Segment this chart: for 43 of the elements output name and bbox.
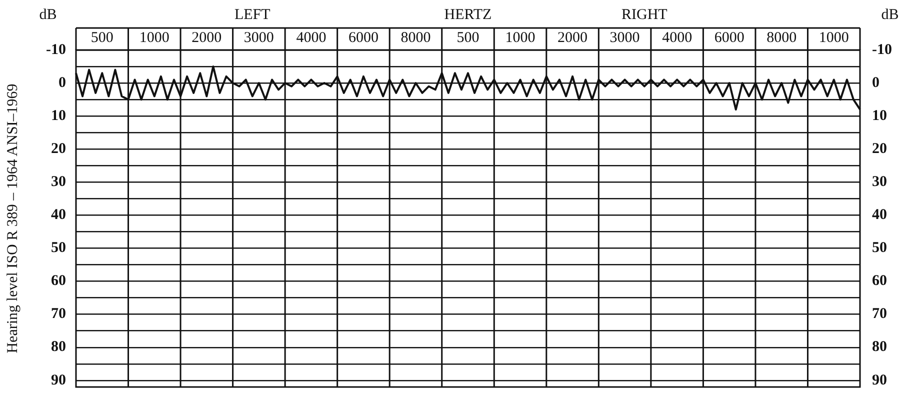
x-tick-label: 500 [90,30,114,46]
x-tick-label: 3000 [610,30,640,46]
x-tick-label: 500 [456,30,480,46]
x-tick-label: 8000 [400,30,431,46]
x-axis-title: HERTZ [444,6,492,23]
text: RIGHT [621,6,668,23]
x-tick-label: 2000 [192,30,222,46]
y2-tick-label: 20 [872,140,888,157]
y-tick-label: 60 [50,273,66,290]
y2-tick-label: 50 [872,240,888,256]
x-tick-label: 6000 [348,30,378,46]
y-tick-label: 40 [50,207,66,224]
y2-tick-label: 80 [872,339,888,356]
text: dB [39,6,57,23]
x-tick-label: 8000 [766,30,797,46]
x-tick-label: 1000 [139,30,170,46]
text: LEFT [234,6,270,23]
y-axis-title: Hearing level ISO R 389 – 1964 ANSI–1969 [4,84,21,354]
y2-tick-label: 70 [872,306,888,322]
x-tick-label: 4000 [296,30,326,46]
y2-tick-label: 10 [872,108,888,124]
y-tick-label: -10 [46,42,66,58]
y2-tick-label: 0 [872,74,880,91]
y-tick-label: 90 [50,372,66,388]
x-tick-label: 3000 [244,30,274,46]
x-tick-label: 6000 [714,30,744,46]
x-tick-label: 2000 [558,30,588,46]
y2-tick-label: 60 [872,273,888,290]
y-tick-label: 70 [50,306,66,322]
y2-axis-title: dB [881,6,899,23]
y-tick-label: 30 [50,174,66,190]
y-tick-label: 10 [50,108,66,124]
y-tick-label: 0 [58,74,66,91]
x-tick-label: 1000 [505,30,536,46]
y2-tick-label: -10 [872,42,892,58]
y2-tick-label: 40 [872,207,888,224]
y-tick-label: 20 [50,140,66,157]
x-tick-label: 4000 [662,30,692,46]
y2-tick-label: 30 [872,174,888,190]
x-tick-label: 1000 [818,30,849,46]
y2-tick-label: 90 [872,372,888,388]
y-tick-label: 50 [50,240,66,256]
y-tick-label: 80 [50,339,66,356]
